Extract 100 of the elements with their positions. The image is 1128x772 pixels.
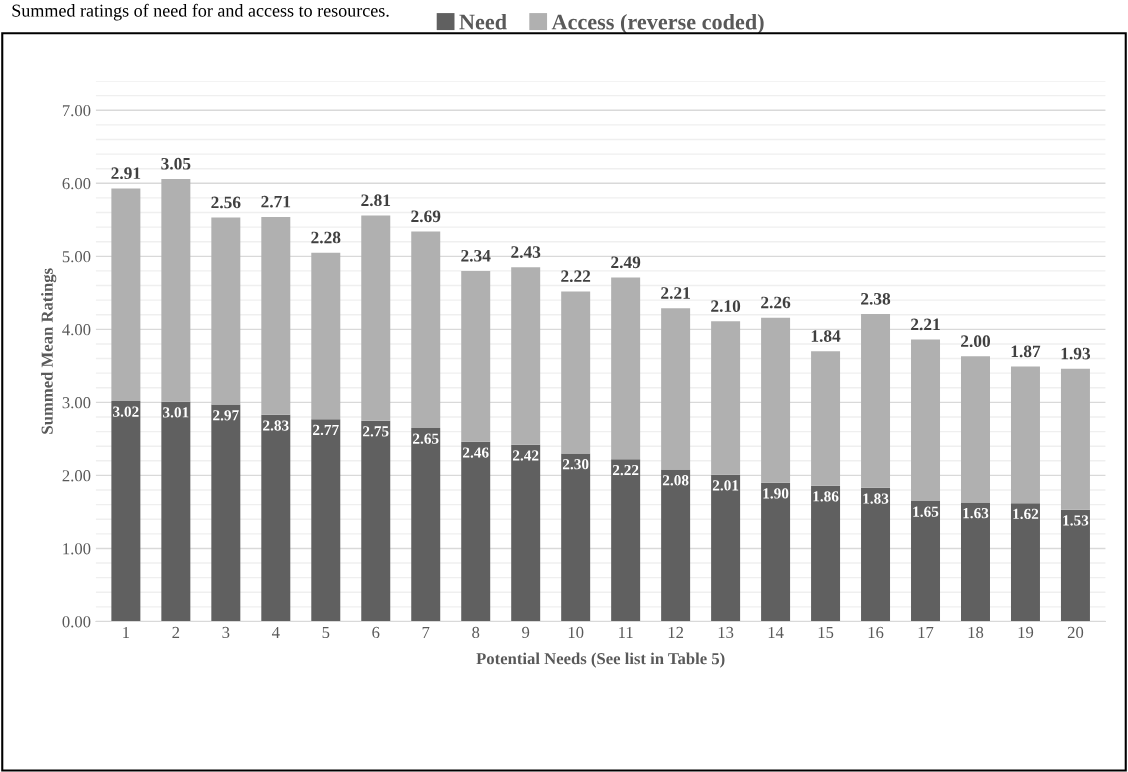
bar — [511, 267, 541, 445]
data-label: 1.63 — [963, 508, 989, 519]
bar — [761, 317, 791, 483]
data-label: 1.83 — [863, 493, 889, 504]
y-tick-label: 5.00 — [62, 251, 91, 263]
data-label: 2.42 — [512, 450, 539, 461]
x-tick-label: 11 — [619, 626, 633, 638]
bar — [661, 469, 691, 622]
data-label: 2.46 — [462, 447, 489, 458]
data-label: 2.43 — [511, 246, 541, 258]
data-label: 2.10 — [711, 300, 741, 313]
x-tick-label: 7 — [422, 626, 430, 638]
x-tick-label: 3 — [222, 626, 230, 639]
bar — [711, 321, 741, 475]
y-axis-title: Summed Mean Ratings — [41, 268, 57, 434]
data-label: 2.56 — [211, 196, 241, 209]
x-tick-label: 20 — [1067, 626, 1084, 639]
bar — [311, 252, 341, 420]
data-label: 2.01 — [712, 480, 739, 491]
bar — [161, 401, 191, 622]
y-tick-label: 2.00 — [62, 470, 91, 482]
bar — [861, 487, 891, 622]
data-label: 3.05 — [161, 157, 191, 170]
data-label: 2.08 — [662, 475, 689, 486]
data-label: 2.22 — [612, 464, 639, 476]
data-label: 2.81 — [361, 194, 391, 207]
bar — [111, 400, 141, 622]
data-label: 3.02 — [113, 406, 139, 417]
chart-title: Summed ratings of need for and access to resources. — [12, 3, 389, 21]
bar — [161, 178, 191, 402]
data-label: 2.71 — [261, 195, 291, 208]
bar — [561, 291, 591, 454]
x-tick-label: 8 — [472, 626, 480, 639]
bar — [461, 270, 491, 442]
bar — [761, 482, 791, 622]
data-label: 1.65 — [913, 506, 939, 517]
data-label: 2.69 — [411, 210, 441, 223]
data-label: 2.97 — [213, 410, 239, 421]
y-tick-label: 0.00 — [62, 616, 91, 628]
x-tick-label: 16 — [868, 626, 884, 639]
x-tick-label: 5 — [322, 626, 330, 639]
data-label: 3.01 — [163, 407, 189, 418]
data-label: 2.28 — [311, 231, 341, 244]
bar — [211, 217, 241, 405]
bar — [611, 459, 641, 622]
x-tick-label: 10 — [568, 626, 584, 639]
x-tick-label: 13 — [718, 626, 734, 639]
data-label: 2.83 — [263, 420, 289, 431]
bar — [711, 474, 741, 622]
data-label: 2.21 — [661, 287, 690, 299]
x-tick-label: 1 — [123, 626, 130, 638]
data-label: 1.86 — [813, 491, 839, 502]
data-label: 2.38 — [861, 292, 891, 305]
x-tick-label: 12 — [668, 626, 684, 638]
data-label: 1.62 — [1013, 508, 1039, 520]
data-label: 2.77 — [313, 424, 339, 436]
data-label: 2.22 — [561, 270, 591, 283]
x-tick-label: 17 — [918, 626, 934, 638]
data-label: 1.84 — [811, 330, 841, 342]
bar — [461, 441, 491, 622]
data-label: 2.26 — [761, 296, 791, 309]
bar — [911, 339, 941, 501]
y-tick-label: 3.00 — [62, 397, 91, 409]
y-tick-label: 4.00 — [62, 324, 91, 336]
data-label: 1.53 — [1063, 515, 1089, 526]
data-label: 1.93 — [1061, 347, 1091, 360]
data-label: 1.90 — [763, 488, 789, 499]
y-tick-label: 6.00 — [62, 178, 91, 190]
bar — [611, 277, 641, 460]
bar — [911, 500, 941, 622]
y-tick-label: 1.00 — [63, 543, 91, 555]
bar — [661, 308, 691, 470]
bar — [861, 314, 891, 488]
bar — [261, 414, 291, 622]
x-tick-label: 18 — [968, 626, 984, 639]
data-label: 2.75 — [363, 426, 389, 437]
bar — [961, 502, 990, 622]
bar — [811, 485, 841, 622]
x-tick-label: 9 — [522, 626, 530, 639]
x-tick-label: 2 — [172, 626, 180, 638]
data-label: 2.91 — [111, 167, 141, 180]
bar — [511, 444, 541, 622]
legend-label: Access (reverse coded) — [551, 13, 764, 35]
bar — [261, 216, 291, 415]
data-label: 2.49 — [611, 256, 641, 269]
bar — [1060, 509, 1090, 622]
bar — [361, 420, 391, 622]
bar — [961, 356, 990, 503]
data-label: 2.21 — [911, 318, 940, 331]
data-label: 2.34 — [461, 249, 491, 262]
data-label: 2.30 — [562, 459, 589, 470]
bar — [211, 404, 241, 622]
bar — [311, 419, 341, 622]
data-label: 2.65 — [413, 433, 439, 444]
bar — [111, 188, 141, 401]
data-label: 1.87 — [1011, 345, 1041, 358]
bar — [1010, 366, 1040, 504]
x-tick-label: 19 — [1018, 626, 1034, 639]
bar — [411, 231, 441, 428]
bar — [361, 215, 391, 421]
